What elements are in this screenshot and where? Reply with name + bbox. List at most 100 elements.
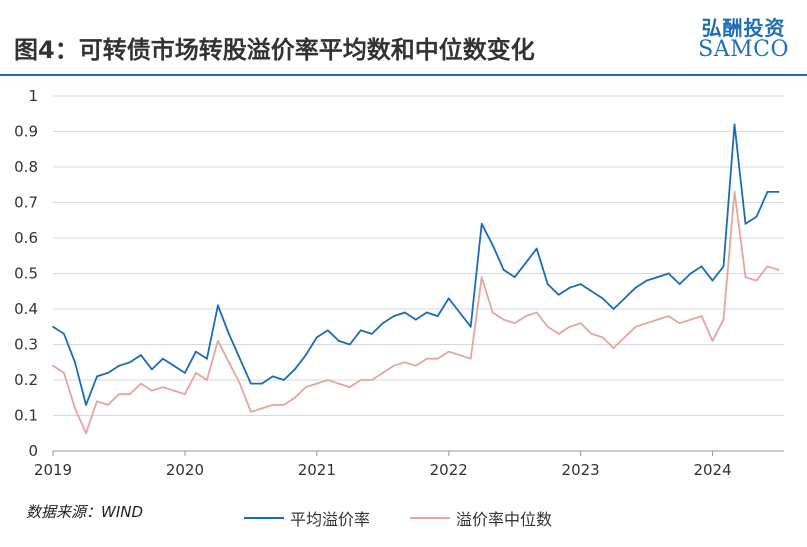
- data-point-mean: [195, 350, 197, 353]
- data-point-median: [304, 386, 307, 388]
- data-point-mean: [151, 368, 153, 371]
- data-point-mean: [348, 343, 351, 346]
- data-point-median: [74, 407, 76, 410]
- data-point-median: [645, 322, 648, 325]
- data-point-median: [557, 332, 560, 335]
- data-point-mean: [205, 357, 208, 360]
- data-point-median: [129, 393, 131, 396]
- data-point-mean: [447, 297, 450, 300]
- data-point-median: [612, 347, 615, 349]
- data-point-median: [96, 400, 98, 403]
- data-point-mean: [392, 315, 395, 317]
- data-point-mean: [502, 269, 505, 271]
- y-tick-label: 0.7: [14, 194, 38, 212]
- page-title: 图4：可转债市场转股溢价率平均数和中位数变化: [14, 36, 535, 64]
- data-point-median: [107, 403, 109, 406]
- data-point-median: [260, 407, 263, 410]
- legend-label-mean: 平均溢价率: [290, 510, 371, 529]
- data-point-mean: [491, 244, 494, 247]
- data-point-mean: [184, 372, 186, 374]
- data-point-median: [755, 279, 758, 282]
- x-tick-label: 2024: [693, 461, 731, 479]
- data-point-median: [469, 357, 472, 360]
- legend-item-median: 溢价率中位数: [410, 506, 552, 530]
- data-point-median: [151, 389, 153, 392]
- data-point-mean: [678, 283, 681, 286]
- logo-cn-text: 弘酬投资: [701, 16, 786, 40]
- data-point-median: [480, 276, 483, 278]
- data-point-mean: [293, 368, 296, 371]
- data-point-median: [546, 325, 549, 328]
- data-source-note: 数据来源：WIND: [26, 503, 144, 521]
- data-point-median: [195, 372, 197, 374]
- data-point-median: [414, 364, 417, 367]
- data-point-median: [590, 332, 593, 335]
- data-point-median: [140, 382, 142, 385]
- data-point-mean: [590, 290, 593, 293]
- y-tick-label: 1: [28, 87, 38, 105]
- y-tick-label: 0.8: [14, 158, 38, 176]
- data-point-median: [722, 318, 725, 321]
- data-point-median: [656, 318, 659, 321]
- data-point-mean: [436, 315, 439, 317]
- data-point-median: [744, 276, 747, 278]
- data-point-median: [568, 325, 571, 328]
- data-point-mean: [271, 375, 274, 378]
- data-point-median: [634, 325, 637, 328]
- data-point-mean: [414, 318, 417, 321]
- data-point-mean: [107, 372, 109, 374]
- data-point-mean: [711, 279, 714, 282]
- data-point-median: [700, 315, 703, 317]
- data-point-median: [436, 357, 439, 360]
- data-point-median: [293, 396, 296, 399]
- x-tick-label: 2022: [430, 461, 468, 479]
- y-tick-label: 0.9: [14, 123, 38, 141]
- data-point-median: [162, 386, 164, 388]
- x-tick-label: 2019: [34, 461, 72, 479]
- data-point-mean: [458, 311, 461, 314]
- data-point-median: [63, 372, 65, 374]
- data-point-mean: [227, 332, 230, 335]
- data-point-median: [447, 350, 450, 353]
- data-point-median: [118, 393, 120, 396]
- data-point-median: [678, 322, 681, 325]
- data-point-mean: [535, 247, 538, 250]
- data-point-mean: [568, 286, 571, 289]
- logo-en-text: SAMCO: [698, 37, 789, 62]
- data-point-mean: [634, 286, 637, 289]
- data-point-mean: [656, 276, 659, 278]
- data-point-mean: [216, 304, 219, 307]
- data-point-median: [733, 190, 736, 193]
- data-point-mean: [755, 215, 758, 218]
- data-point-median: [173, 389, 175, 392]
- series-line-median: [52, 190, 779, 435]
- y-tick-label: 0.3: [14, 336, 38, 354]
- samco-logo: 弘酬投资 SAMCO: [698, 12, 789, 62]
- data-point-mean: [337, 340, 340, 342]
- data-point-mean: [667, 272, 670, 275]
- data-point-median: [249, 411, 252, 413]
- data-point-median: [315, 382, 318, 385]
- data-point-mean: [118, 364, 120, 367]
- y-tick-label: 0.1: [14, 407, 38, 425]
- data-point-mean: [74, 361, 76, 364]
- data-point-median: [85, 432, 87, 435]
- data-point-median: [513, 322, 516, 325]
- data-point-mean: [381, 322, 384, 325]
- data-point-mean: [85, 403, 87, 406]
- data-point-median: [227, 361, 230, 364]
- data-point-mean: [162, 357, 164, 360]
- data-point-mean: [777, 190, 780, 193]
- data-point-median: [359, 379, 362, 381]
- data-point-mean: [546, 283, 549, 286]
- data-point-median: [711, 340, 714, 342]
- data-point-mean: [260, 382, 263, 385]
- data-point-mean: [370, 332, 373, 335]
- data-point-mean: [733, 123, 736, 126]
- data-point-median: [579, 322, 582, 325]
- data-point-mean: [645, 279, 648, 282]
- data-point-mean: [469, 325, 472, 328]
- data-point-median: [184, 393, 186, 396]
- data-point-mean: [140, 354, 142, 357]
